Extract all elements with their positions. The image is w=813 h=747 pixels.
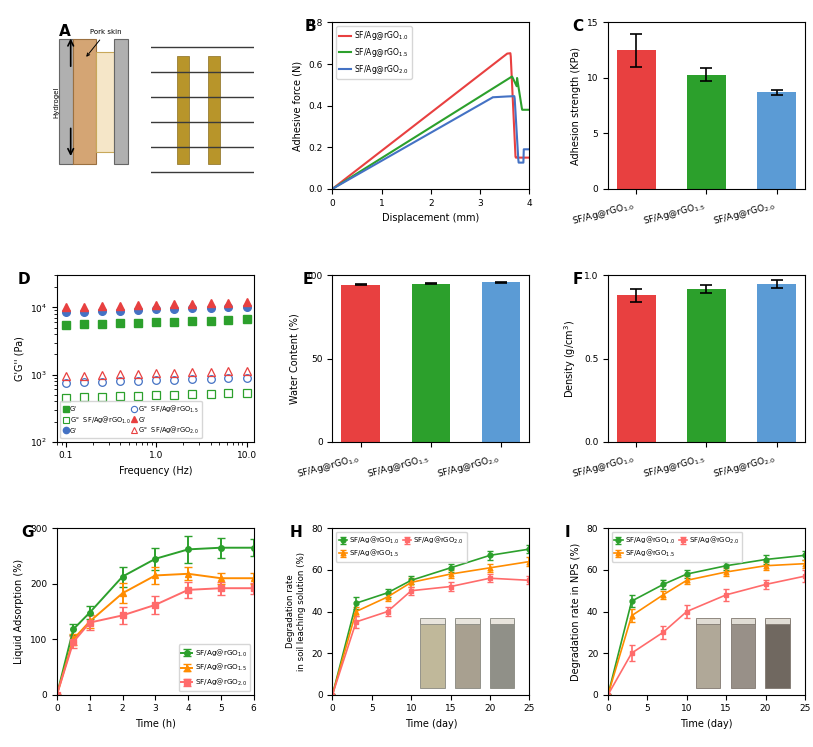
SF/Ag@rGO$_{1.5}$ — [507, 72, 517, 81]
Legend: SF/Ag@rGO$_{1.0}$, SF/Ag@rGO$_{1.5}$, SF/Ag@rGO$_{2.0}$: SF/Ag@rGO$_{1.0}$, SF/Ag@rGO$_{1.5}$, SF… — [611, 532, 742, 562]
Text: C: C — [572, 19, 584, 34]
Y-axis label: G'G'' (Pa): G'G'' (Pa) — [15, 336, 24, 381]
Y-axis label: Adhesive force (N): Adhesive force (N) — [293, 61, 302, 151]
Y-axis label: Density (g/cm$^{3}$): Density (g/cm$^{3}$) — [563, 320, 578, 397]
Line: SF/Ag@rGO$_{1.0}$: SF/Ag@rGO$_{1.0}$ — [333, 53, 529, 189]
Bar — [687, 288, 726, 441]
Line: SF/Ag@rGO$_{2.0}$: SF/Ag@rGO$_{2.0}$ — [333, 96, 529, 189]
SF/Ag@rGO$_{2.0}$ — [489, 93, 498, 102]
Y-axis label: Degradation rate in NPS (%): Degradation rate in NPS (%) — [572, 542, 581, 681]
Bar — [411, 284, 450, 441]
Legend: G', G''  SF/Ag@rGO$_{1.0}$, G', G''  SF/Ag@rGO$_{1.5}$, G', G''  SF/Ag@rGO$_{2.0: G', G'' SF/Ag@rGO$_{1.0}$, G', G'' SF/Ag… — [60, 400, 202, 438]
SF/Ag@rGO$_{1.5}$ — [524, 105, 534, 114]
SF/Ag@rGO$_{2.0}$ — [510, 92, 520, 101]
Line: SF/Ag@rGO$_{1.5}$: SF/Ag@rGO$_{1.5}$ — [333, 76, 529, 189]
SF/Ag@rGO$_{1.0}$ — [328, 185, 337, 193]
X-axis label: Frequency (Hz): Frequency (Hz) — [119, 466, 192, 476]
SF/Ag@rGO$_{2.0}$ — [445, 117, 454, 126]
SF/Ag@rGO$_{2.0}$ — [328, 185, 337, 193]
Y-axis label: Adhesion strength (KPa): Adhesion strength (KPa) — [572, 46, 581, 164]
SF/Ag@rGO$_{2.0}$ — [422, 130, 432, 139]
Bar — [758, 284, 796, 441]
SF/Ag@rGO$_{1.5}$ — [328, 185, 337, 193]
Bar — [758, 93, 796, 189]
Bar — [617, 295, 655, 441]
Legend: SF/Ag@rGO$_{1.0}$, SF/Ag@rGO$_{1.5}$, SF/Ag@rGO$_{2.0}$: SF/Ag@rGO$_{1.0}$, SF/Ag@rGO$_{1.5}$, SF… — [337, 26, 411, 79]
Text: F: F — [572, 272, 583, 287]
X-axis label: Time (day): Time (day) — [405, 719, 457, 729]
Text: Pork skin: Pork skin — [87, 29, 122, 56]
Y-axis label: Water Content (%): Water Content (%) — [290, 313, 300, 404]
SF/Ag@rGO$_{1.5}$ — [422, 125, 432, 134]
Text: B: B — [305, 19, 316, 34]
X-axis label: Displacement (mm): Displacement (mm) — [382, 213, 480, 223]
Text: Hydrogel: Hydrogel — [53, 87, 59, 118]
X-axis label: Time (day): Time (day) — [680, 719, 733, 729]
SF/Ag@rGO$_{1.5}$ — [520, 105, 530, 114]
Y-axis label: Liquid Adsorption (%): Liquid Adsorption (%) — [15, 559, 24, 664]
Legend: SF/Ag@rGO$_{1.0}$, SF/Ag@rGO$_{1.5}$, SF/Ag@rGO$_{2.0}$: SF/Ag@rGO$_{1.0}$, SF/Ag@rGO$_{1.5}$, SF… — [179, 645, 250, 691]
SF/Ag@rGO$_{1.0}$ — [524, 153, 534, 162]
SF/Ag@rGO$_{1.0}$ — [520, 153, 530, 162]
Bar — [617, 50, 655, 189]
X-axis label: Time (h): Time (h) — [135, 719, 176, 729]
Text: I: I — [565, 525, 571, 540]
Bar — [482, 282, 520, 441]
SF/Ag@rGO$_{2.0}$ — [434, 123, 444, 132]
Bar — [59, 39, 72, 164]
Bar — [96, 52, 114, 152]
Bar — [72, 39, 96, 164]
Text: D: D — [18, 272, 30, 287]
Text: H: H — [289, 525, 302, 540]
Bar — [687, 75, 726, 189]
Y-axis label: Degradation rate
in soil leaching solution (%): Degradation rate in soil leaching soluti… — [286, 552, 306, 671]
Legend: SF/Ag@rGO$_{1.0}$, SF/Ag@rGO$_{1.5}$, SF/Ag@rGO$_{2.0}$: SF/Ag@rGO$_{1.0}$, SF/Ag@rGO$_{1.5}$, SF… — [336, 532, 467, 562]
SF/Ag@rGO$_{1.5}$ — [421, 125, 431, 134]
Bar — [114, 39, 128, 164]
SF/Ag@rGO$_{1.5}$ — [489, 84, 498, 93]
SF/Ag@rGO$_{1.0}$ — [422, 111, 432, 120]
Text: A: A — [59, 24, 71, 39]
SF/Ag@rGO$_{1.0}$ — [489, 60, 498, 69]
Bar — [341, 285, 380, 441]
SF/Ag@rGO$_{2.0}$ — [520, 145, 530, 154]
SF/Ag@rGO$_{2.0}$ — [524, 145, 534, 154]
SF/Ag@rGO$_{1.5}$ — [445, 111, 454, 120]
Text: E: E — [303, 272, 313, 287]
SF/Ag@rGO$_{2.0}$ — [421, 131, 431, 140]
SF/Ag@rGO$_{1.5}$ — [434, 118, 444, 127]
SF/Ag@rGO$_{1.0}$ — [421, 112, 431, 121]
SF/Ag@rGO$_{1.0}$ — [506, 49, 515, 58]
SF/Ag@rGO$_{1.0}$ — [434, 102, 444, 111]
SF/Ag@rGO$_{1.0}$ — [445, 93, 454, 102]
Text: G: G — [21, 525, 34, 540]
